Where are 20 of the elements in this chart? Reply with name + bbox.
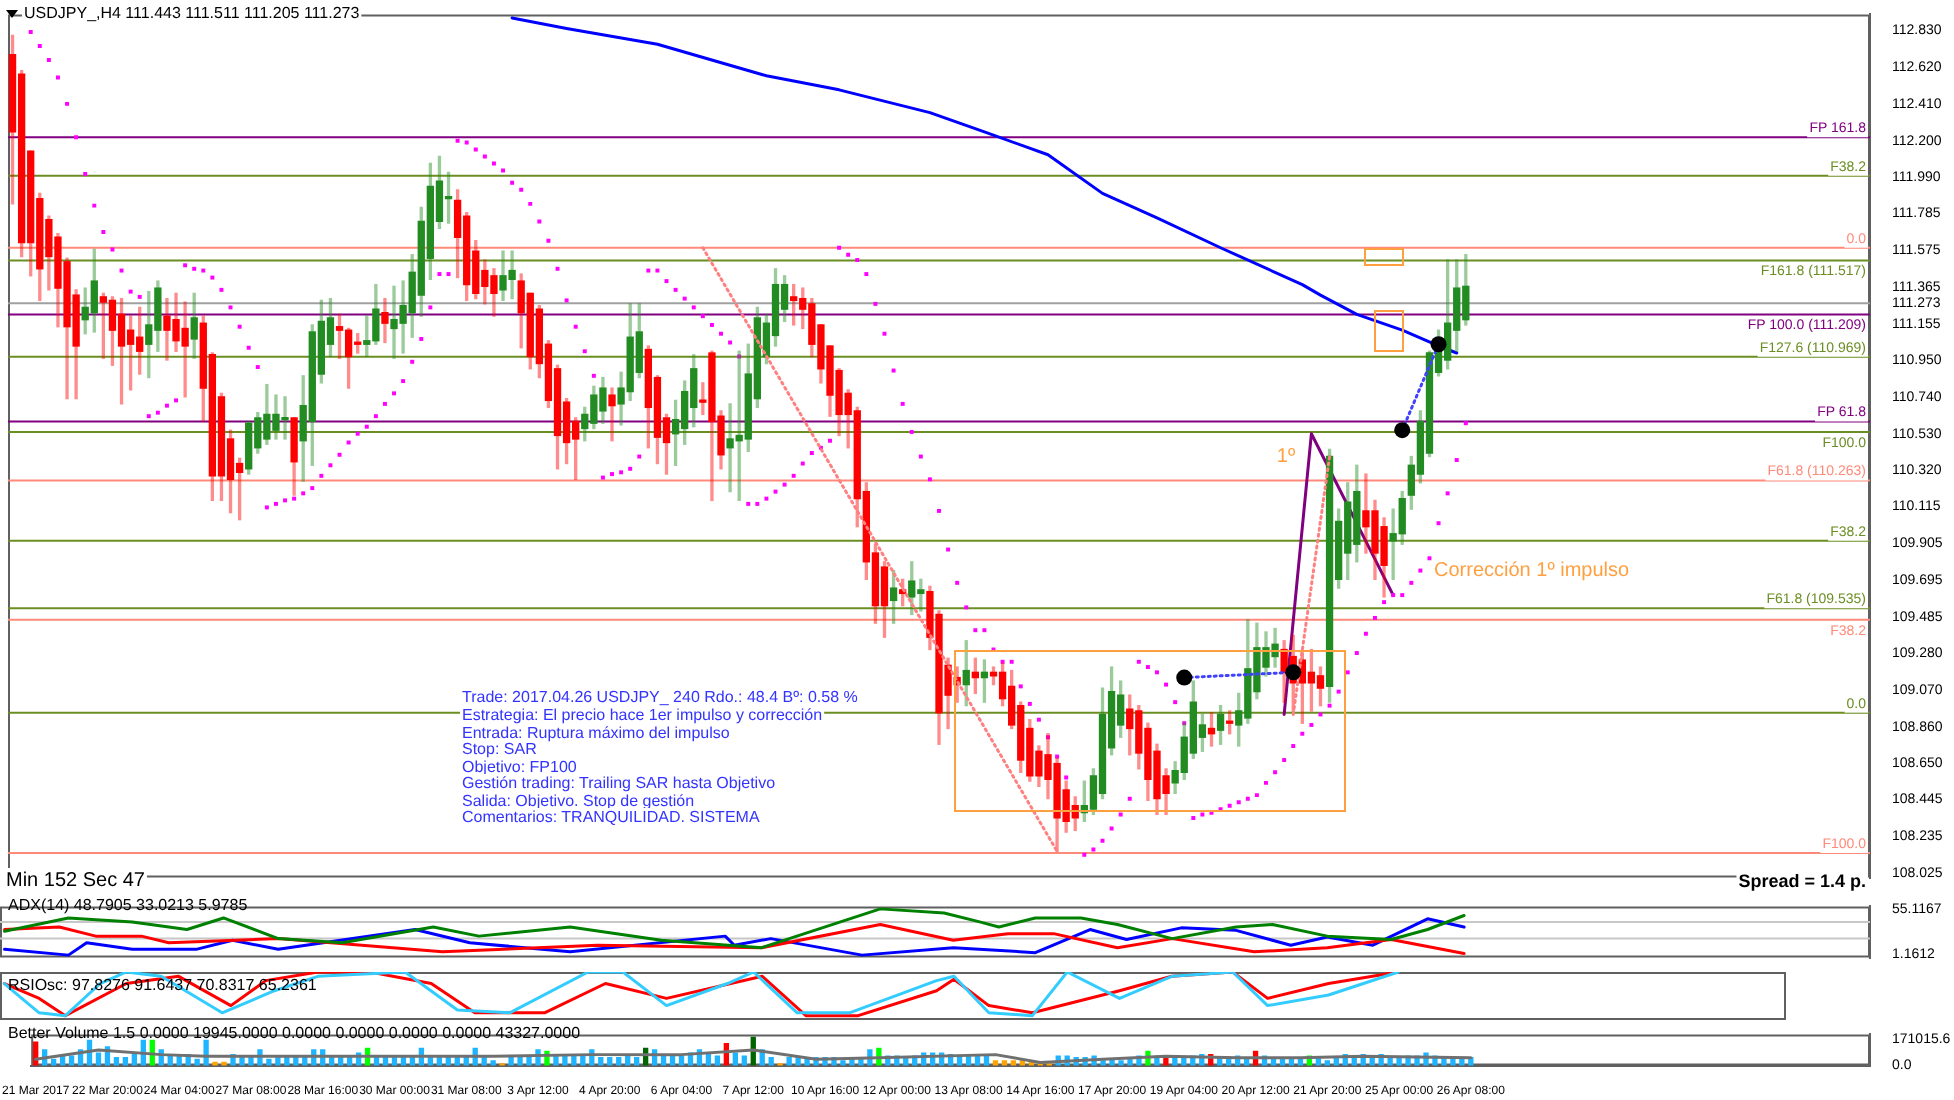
annotation: Comentarios: TRANQUILIDAD. SISTEMA [462, 808, 761, 827]
point [1176, 669, 1193, 686]
annotation: Spread = 1.4 p. [1738, 870, 1866, 891]
bar [95, 1052, 102, 1066]
annotation: Salida: Objetivo. Stop de gestión [462, 792, 695, 811]
chart-title: USDJPY_,H4 111.443 111.511 111.205 111.273 [24, 4, 361, 23]
annotation: Estrategia: El precio hace 1er impulso y corrección [462, 706, 823, 725]
point [1430, 336, 1447, 353]
annotation: Objetivo: FP100 [462, 758, 578, 777]
annotation: Corrección 1º impulso [1434, 559, 1631, 582]
point [1394, 422, 1411, 439]
annotation: Trade: 2017.04.26 USDJPY_ 240 Rdo.: 48.4 Bº: 0.58 % [462, 688, 858, 707]
annotation: Min 152 Sec 47 [6, 869, 146, 892]
annotation: Stop: SAR [462, 740, 538, 759]
annotation: Gestión trading: Trailing SAR hasta Objetivo [462, 774, 777, 793]
point [1285, 664, 1302, 681]
annotation: Entrada: Ruptura máximo del impulso [462, 724, 731, 743]
candlestick [608, 387, 616, 442]
bar [490, 1060, 496, 1066]
annotation: 1º [1276, 445, 1296, 468]
